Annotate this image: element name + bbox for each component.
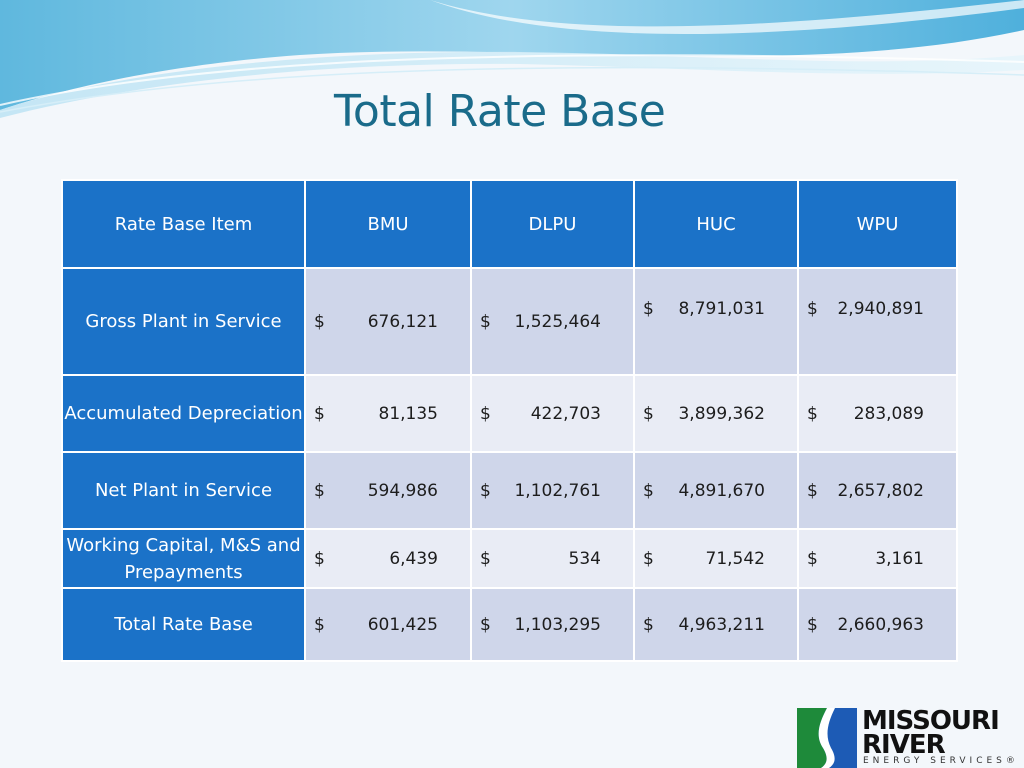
table-cell: $2,940,891	[797, 267, 958, 376]
logo-text-missouri: MISSOURI	[862, 706, 1000, 736]
currency-symbol: $	[480, 480, 491, 501]
column-header-bmu: BMU	[304, 179, 472, 269]
currency-symbol: $	[807, 614, 818, 635]
table-cell: $2,657,802	[797, 451, 958, 530]
currency-symbol: $	[314, 403, 325, 424]
row-label: Net Plant in Service	[61, 451, 306, 530]
cell-value: 283,089	[853, 403, 924, 424]
cell-value: 1,103,295	[514, 614, 601, 635]
table-row: Gross Plant in Service $676,121 $1,525,4…	[61, 267, 958, 376]
row-label: Total Rate Base	[61, 587, 306, 662]
table-cell: $81,135	[304, 374, 472, 453]
column-header-wpu: WPU	[797, 179, 958, 269]
cell-value: 2,657,802	[837, 480, 924, 501]
cell-value: 676,121	[367, 311, 438, 332]
table-cell: $283,089	[797, 374, 958, 453]
table-cell: $534	[470, 528, 635, 589]
table-cell: $1,525,464	[470, 267, 635, 376]
cell-value: 71,542	[705, 548, 765, 569]
table-cell: $422,703	[470, 374, 635, 453]
row-label: Working Capital, M&S and Prepayments	[61, 528, 306, 589]
column-header-dlpu: DLPU	[470, 179, 635, 269]
cell-value: 601,425	[367, 614, 438, 635]
table-cell: $4,963,211	[633, 587, 799, 662]
currency-symbol: $	[314, 311, 325, 332]
row-label: Accumulated Depreciation	[61, 374, 306, 453]
column-header-huc: HUC	[633, 179, 799, 269]
currency-symbol: $	[643, 548, 654, 569]
company-logo: MISSOURI RIVER ENERGY SERVICES®	[797, 706, 1022, 768]
currency-symbol: $	[314, 480, 325, 501]
currency-symbol: $	[643, 614, 654, 635]
table-header-row: Rate Base Item BMU DLPU HUC WPU	[61, 179, 958, 269]
cell-value: 594,986	[367, 480, 438, 501]
cell-value: 3,899,362	[678, 403, 765, 424]
currency-symbol: $	[480, 311, 491, 332]
cell-value: 81,135	[378, 403, 438, 424]
currency-symbol: $	[314, 548, 325, 569]
table-cell: $71,542	[633, 528, 799, 589]
table-cell: $1,102,761	[470, 451, 635, 530]
cell-value: 2,660,963	[837, 614, 924, 635]
page-title: Total Rate Base	[334, 86, 666, 137]
currency-symbol: $	[807, 548, 818, 569]
table-row: Working Capital, M&S and Prepayments $6,…	[61, 528, 958, 589]
cell-value: 422,703	[530, 403, 601, 424]
table-cell: $2,660,963	[797, 587, 958, 662]
currency-symbol: $	[807, 299, 818, 319]
table-cell: $601,425	[304, 587, 472, 662]
currency-symbol: $	[480, 548, 491, 569]
cell-value: 534	[568, 548, 601, 569]
currency-symbol: $	[643, 403, 654, 424]
table-cell: $676,121	[304, 267, 472, 376]
table-cell: $594,986	[304, 451, 472, 530]
cell-value: 2,940,891	[837, 299, 924, 319]
table-row: Net Plant in Service $594,986 $1,102,761…	[61, 451, 958, 530]
rate-base-table: Rate Base Item BMU DLPU HUC WPU Gross Pl…	[61, 179, 958, 662]
logo-text-river: RIVER	[862, 730, 946, 760]
table-row: Accumulated Depreciation $81,135 $422,70…	[61, 374, 958, 453]
cell-value: 8,791,031	[678, 299, 765, 319]
table-row: Total Rate Base $601,425 $1,103,295 $4,9…	[61, 587, 958, 662]
currency-symbol: $	[480, 403, 491, 424]
logo-text-energy-services: ENERGY SERVICES®	[863, 756, 1019, 766]
table-cell: $1,103,295	[470, 587, 635, 662]
cell-value: 1,102,761	[514, 480, 601, 501]
currency-symbol: $	[480, 614, 491, 635]
cell-value: 1,525,464	[514, 311, 601, 332]
cell-value: 4,963,211	[678, 614, 765, 635]
table-cell: $8,791,031	[633, 267, 799, 376]
currency-symbol: $	[643, 480, 654, 501]
table-cell: $6,439	[304, 528, 472, 589]
river-logo-icon	[797, 708, 857, 768]
column-header-item: Rate Base Item	[61, 179, 306, 269]
cell-value: 3,161	[875, 548, 924, 569]
cell-value: 4,891,670	[678, 480, 765, 501]
cell-value: 6,439	[389, 548, 438, 569]
table-cell: $4,891,670	[633, 451, 799, 530]
currency-symbol: $	[643, 299, 654, 319]
table-cell: $3,899,362	[633, 374, 799, 453]
header-swoosh-decoration	[0, 0, 1024, 118]
table-cell: $3,161	[797, 528, 958, 589]
currency-symbol: $	[314, 614, 325, 635]
row-label: Gross Plant in Service	[61, 267, 306, 376]
currency-symbol: $	[807, 480, 818, 501]
currency-symbol: $	[807, 403, 818, 424]
